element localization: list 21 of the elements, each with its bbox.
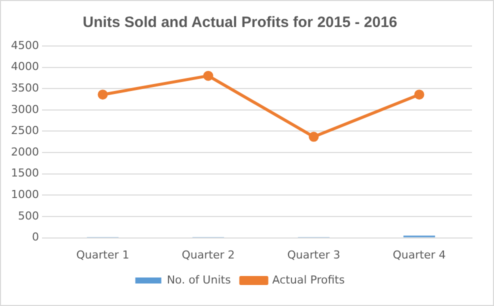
x-tick-label: Quarter 1: [76, 248, 130, 262]
point: [98, 90, 108, 100]
y-tick-label: 4000: [10, 60, 39, 74]
legend-label: Actual Profits: [272, 273, 345, 286]
x-tick-label: Quarter 3: [287, 248, 340, 262]
y-tick-label: 0: [32, 230, 39, 244]
x-tick-label: Quarter 4: [392, 248, 446, 262]
y-tick-label: 4500: [10, 38, 39, 52]
y-tick-label: 1000: [10, 188, 39, 202]
y-tick-label: 3000: [10, 102, 39, 116]
point: [414, 90, 424, 100]
y-tick-label: 2500: [10, 124, 39, 138]
y-tick-label: 3500: [10, 81, 39, 94]
legend-label: No. of Units: [166, 273, 232, 286]
point: [203, 70, 214, 81]
y-tick-label: 1500: [10, 166, 39, 180]
y-tick-label: 500: [18, 209, 39, 222]
point: [308, 132, 319, 142]
y-tick-label: 2000: [10, 145, 39, 158]
x-tick-label: Quarter 2: [182, 248, 235, 262]
chart-title: Units Sold and Actual Profits for 2015 - 2016: [82, 14, 398, 32]
